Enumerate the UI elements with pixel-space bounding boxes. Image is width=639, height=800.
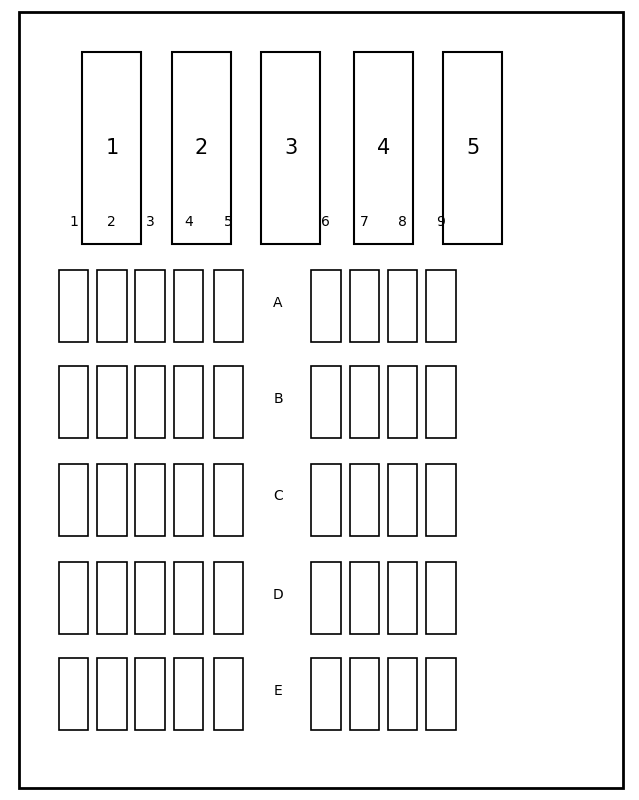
Bar [82,52,141,244]
Bar [350,464,379,536]
Bar [443,52,502,244]
Bar [350,562,379,634]
Bar [59,270,88,342]
Bar [350,658,379,730]
Bar [135,270,165,342]
Bar [135,366,165,438]
Bar [59,562,88,634]
Text: A: A [273,296,282,310]
Text: 5: 5 [466,138,479,158]
Text: E: E [273,684,282,698]
Bar [311,270,341,342]
Text: 7: 7 [360,215,369,230]
Bar [388,270,417,342]
Bar [59,366,88,438]
Text: 3: 3 [146,215,155,230]
Bar [426,464,456,536]
Text: 4: 4 [377,138,390,158]
Bar [97,464,127,536]
Bar [426,658,456,730]
Bar [354,52,413,244]
Bar [172,52,231,244]
Bar [214,562,243,634]
Bar [311,562,341,634]
Text: 6: 6 [321,215,330,230]
Bar [174,658,203,730]
Text: 1: 1 [69,215,78,230]
Bar [135,658,165,730]
Bar [174,366,203,438]
Text: B: B [273,392,283,406]
Bar [388,464,417,536]
Text: 2: 2 [195,138,208,158]
Text: 5: 5 [224,215,233,230]
Text: C: C [273,490,283,503]
Bar [174,464,203,536]
Bar [311,464,341,536]
Text: D: D [273,588,283,602]
Bar [426,366,456,438]
Bar [97,366,127,438]
Bar [214,464,243,536]
Bar [135,464,165,536]
Bar [135,562,165,634]
Bar [426,562,456,634]
Bar [426,270,456,342]
Text: 9: 9 [436,215,445,230]
Bar [261,52,320,244]
Bar [174,270,203,342]
Bar [214,270,243,342]
Bar [214,658,243,730]
Text: 8: 8 [398,215,407,230]
Bar [311,658,341,730]
Bar [350,270,379,342]
Bar [59,658,88,730]
Text: 3: 3 [284,138,297,158]
Bar [97,562,127,634]
Bar [311,366,341,438]
Bar [97,658,127,730]
Text: 1: 1 [105,138,118,158]
Bar [174,562,203,634]
Text: 2: 2 [107,215,116,230]
Bar [59,464,88,536]
Bar [388,562,417,634]
Bar [214,366,243,438]
Bar [350,366,379,438]
Bar [97,270,127,342]
Bar [388,366,417,438]
Text: 4: 4 [184,215,193,230]
Bar [388,658,417,730]
